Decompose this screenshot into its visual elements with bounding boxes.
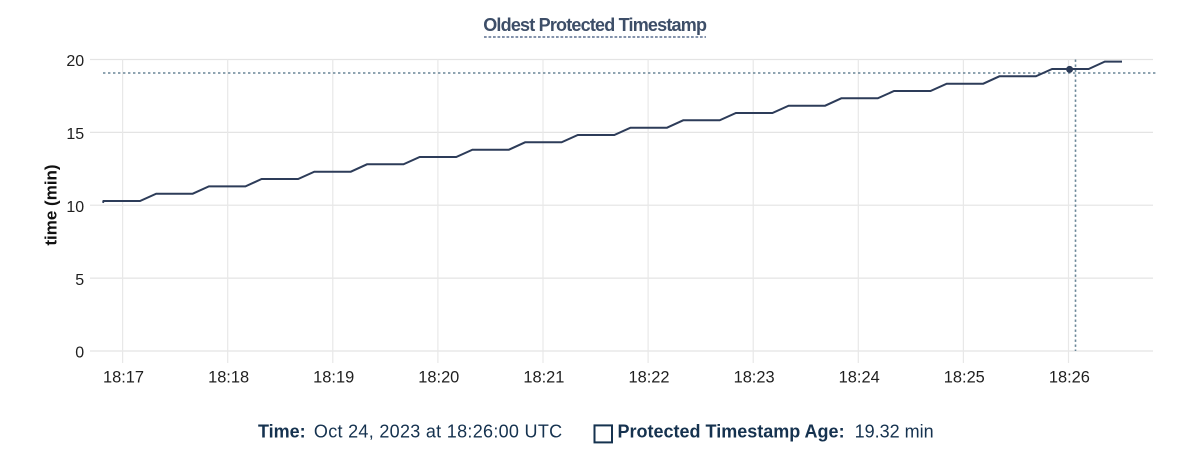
svg-text:18:26: 18:26 <box>1049 369 1090 387</box>
svg-text:time (min): time (min) <box>42 164 61 245</box>
svg-text:18:20: 18:20 <box>418 369 459 387</box>
svg-text:18:23: 18:23 <box>734 369 775 387</box>
svg-text:18:19: 18:19 <box>313 369 354 387</box>
svg-text:15: 15 <box>66 126 84 143</box>
svg-text:10: 10 <box>66 199 84 216</box>
svg-text:18:18: 18:18 <box>208 369 249 387</box>
svg-text:Oct 24, 2023 at 18:26:00 UTC: Oct 24, 2023 at 18:26:00 UTC <box>314 421 563 441</box>
svg-text:19.32 min: 19.32 min <box>855 421 934 441</box>
svg-text:5: 5 <box>75 272 84 289</box>
svg-text:18:21: 18:21 <box>523 369 564 387</box>
svg-text:18:25: 18:25 <box>944 369 985 387</box>
svg-text:0: 0 <box>75 345 84 362</box>
svg-text:Time:: Time: <box>258 421 306 441</box>
svg-text:18:24: 18:24 <box>839 369 880 387</box>
svg-text:18:22: 18:22 <box>628 369 669 387</box>
svg-text:18:17: 18:17 <box>103 369 144 387</box>
svg-text:20: 20 <box>66 53 84 70</box>
svg-text:Protected Timestamp Age:: Protected Timestamp Age: <box>618 421 845 441</box>
svg-text:Oldest Protected Timestamp: Oldest Protected Timestamp <box>483 15 707 35</box>
